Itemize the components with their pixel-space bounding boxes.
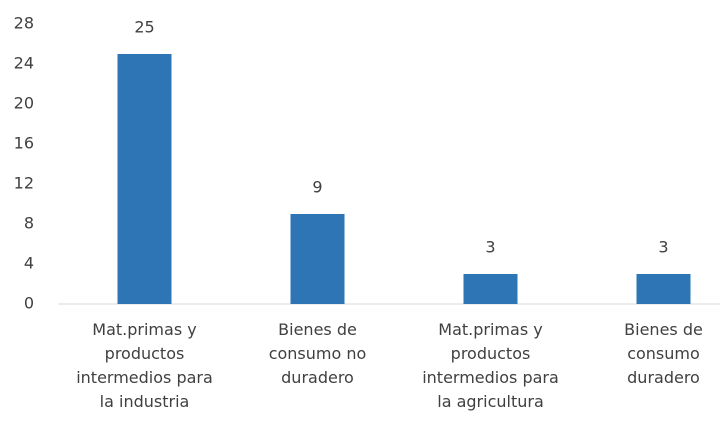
- y-tick-label: 16: [14, 134, 34, 153]
- bar: [290, 214, 345, 304]
- y-tick-label: 12: [14, 174, 34, 193]
- y-tick-label: 28: [14, 14, 34, 33]
- data-label: 25: [134, 18, 154, 37]
- x-tick-label: Bienes de consumo no duradero: [268, 320, 367, 387]
- y-tick-label: 20: [14, 94, 34, 113]
- data-label: 3: [658, 238, 668, 257]
- y-tick-label: 0: [24, 294, 34, 313]
- x-tick-label: Mat.primas y productos intermedios para …: [422, 320, 559, 411]
- bar: [636, 274, 691, 304]
- bar: [463, 274, 518, 304]
- x-tick-label: Mat.primas y productos intermedios para …: [76, 320, 213, 411]
- data-label: 9: [312, 178, 322, 197]
- data-label: 3: [485, 238, 495, 257]
- y-tick-label: 24: [14, 54, 34, 73]
- y-tick-label: 4: [24, 254, 34, 273]
- x-tick-label: Bienes de consumo duradero: [624, 320, 703, 387]
- y-tick-label: 8: [24, 214, 34, 233]
- bar: [117, 54, 172, 304]
